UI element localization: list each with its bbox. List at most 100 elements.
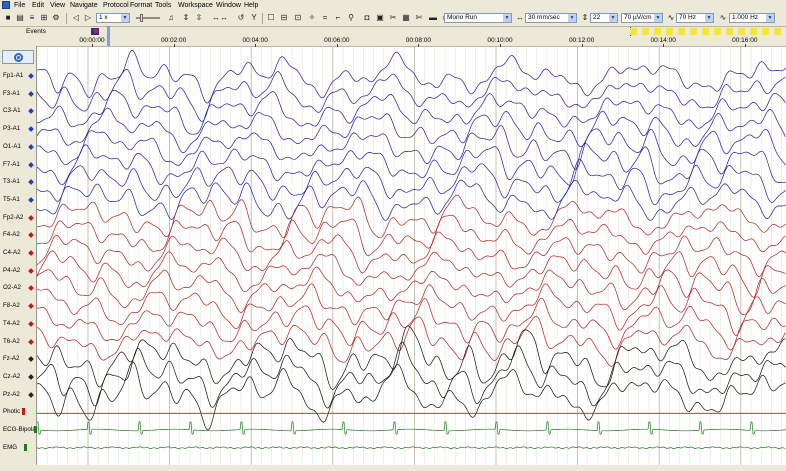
- page-icon[interactable]: ⊡: [294, 13, 302, 22]
- speed-slider-track[interactable]: [136, 17, 160, 19]
- channel-label-photic[interactable]: Photic: [3, 408, 21, 416]
- channel-label-o2-a2[interactable]: O2-A2: [3, 284, 21, 292]
- channel-label-f7-a1[interactable]: F7-A1: [3, 160, 20, 168]
- channel-label-t6-a2[interactable]: T6-A2: [3, 337, 20, 345]
- range-icon[interactable]: ⇳: [195, 13, 203, 22]
- channel-label-p3-a1[interactable]: P3-A1: [3, 125, 21, 133]
- spike-icon[interactable]: ⌐: [335, 13, 341, 22]
- sensitivity-value: 70 µV/cm: [624, 14, 652, 21]
- sensitivity-icon[interactable]: ⇕: [182, 13, 190, 22]
- time-tick-label: 00:04:00: [242, 37, 268, 44]
- marker-icon[interactable]: ✧: [308, 13, 316, 22]
- channels-icon: ⇕: [581, 13, 589, 22]
- event-flag-icon[interactable]: [91, 28, 99, 35]
- trace-p4-a2: [37, 250, 786, 298]
- menu-item-file[interactable]: File: [14, 2, 26, 9]
- trace-ecg-bipolar: [37, 421, 786, 435]
- montage-button[interactable]: [2, 50, 34, 64]
- events-label: Events: [26, 28, 46, 35]
- channel-label-cz-a2[interactable]: Cz-A2: [3, 372, 21, 380]
- channel-label-p4-a2[interactable]: P4-A2: [3, 266, 21, 274]
- edit-icon[interactable]: ☐: [267, 13, 275, 22]
- sensitivity-select[interactable]: 70 µV/cm ▼: [621, 13, 663, 23]
- timebase-icon[interactable]: ↔↔: [212, 13, 228, 22]
- trace-fp2-a2: [37, 194, 786, 239]
- channel-label-pz-a2[interactable]: Pz-A2: [3, 390, 20, 398]
- video-icon[interactable]: ▣: [376, 13, 384, 22]
- channel-label-c3-a1[interactable]: C3-A1: [3, 107, 21, 115]
- time-tick-mark: [663, 44, 665, 47]
- channel-label-f8-a2[interactable]: F8-A2: [3, 302, 20, 310]
- playback-speed-select[interactable]: 1 x ▼: [96, 13, 130, 23]
- time-tick-label: 00:10:00: [487, 37, 513, 44]
- channel-label-fp1-a1[interactable]: Fp1-A1: [3, 72, 24, 79]
- settings-icon[interactable]: ⚙: [52, 13, 60, 22]
- montage-icon[interactable]: ⊟: [280, 13, 288, 22]
- trace-t5-a1: [37, 179, 786, 221]
- camera-icon[interactable]: ◘: [364, 13, 370, 22]
- next-icon[interactable]: ▷: [84, 13, 92, 22]
- channel-label-f4-a2[interactable]: F4-A2: [3, 231, 20, 239]
- run-mode-select[interactable]: Mono Run ▼: [444, 13, 512, 23]
- timeline-bar[interactable]: [0, 36, 786, 47]
- high-filter-icon: ∿: [667, 13, 675, 22]
- time-tick-label: 00:12:00: [568, 37, 595, 44]
- line-icon[interactable]: =: [322, 13, 328, 22]
- channel-marker-icon: [24, 443, 27, 451]
- trace-f8-a2: [37, 283, 786, 337]
- channel-label-f3-a1[interactable]: F3-A1: [3, 89, 20, 97]
- timebase-icon-small: ↔: [516, 13, 524, 22]
- zoom-icon[interactable]: ⊞: [40, 13, 48, 22]
- trace-o2-a2: [37, 266, 786, 315]
- channel-label-emg[interactable]: EMG: [3, 443, 18, 451]
- prev-icon[interactable]: ◁: [72, 13, 80, 22]
- menu-item-protocol[interactable]: Protocol: [103, 2, 129, 9]
- print-icon[interactable]: ▤: [16, 13, 24, 22]
- channel-label-t3-a1[interactable]: T3-A1: [3, 178, 20, 186]
- note-icon[interactable]: ♫: [168, 13, 174, 22]
- undo-icon[interactable]: ↺: [237, 13, 245, 22]
- tools-icon[interactable]: ✂: [389, 13, 397, 22]
- speed-slider-thumb[interactable]: [140, 14, 143, 22]
- channel-label-o1-a1[interactable]: O1-A1: [3, 142, 21, 150]
- channel-marker-icon: [22, 408, 25, 416]
- channel-label-c4-a2[interactable]: C4-A2: [3, 249, 21, 256]
- filter-icon[interactable]: Y: [251, 13, 257, 22]
- channels-select[interactable]: 22 ▼: [590, 13, 618, 23]
- trace-t4-a2: [37, 297, 786, 351]
- menu-item-window[interactable]: Window: [216, 2, 241, 9]
- channel-label-t5-a1[interactable]: T5-A1: [3, 195, 20, 203]
- timebase-value: 30 mm/sec: [528, 14, 560, 21]
- playback-speed-value: 1 x: [99, 14, 108, 21]
- time-tick-mark: [500, 44, 501, 47]
- menu-item-edit[interactable]: Edit: [32, 2, 45, 9]
- channel-label-fp2-a2[interactable]: Fp2-A2: [3, 213, 24, 221]
- list-icon[interactable]: ≡: [29, 13, 35, 22]
- channel-marker-icon: [34, 426, 37, 433]
- menu-item-workspace[interactable]: Workspace: [178, 2, 213, 9]
- channel-label-ecg-bipolar[interactable]: ECG-Bipolar: [3, 426, 38, 433]
- menu-item-navigate[interactable]: Navigate: [70, 2, 98, 9]
- event-strip[interactable]: [630, 28, 786, 35]
- save-icon[interactable]: ■: [5, 13, 11, 22]
- cut-icon[interactable]: ✄: [415, 13, 423, 22]
- eeg-trace-panel[interactable]: [37, 46, 786, 465]
- menu-item-tools[interactable]: Tools: [155, 2, 172, 9]
- trace-c3-a1: [37, 89, 786, 135]
- timebase-select[interactable]: 30 mm/sec ▼: [525, 13, 577, 23]
- menu-item-view[interactable]: View: [50, 2, 66, 9]
- search-icon[interactable]: ⚲: [348, 13, 354, 22]
- menu-item-help[interactable]: Help: [244, 2, 259, 9]
- timeline-cursor[interactable]: [107, 26, 110, 46]
- display-icon[interactable]: ▬: [429, 13, 437, 22]
- low-filter-select[interactable]: 1.000 Hz ▼: [729, 13, 775, 23]
- low-filter-icon: ∿: [719, 13, 727, 22]
- time-tick-label: 00:14:00: [650, 37, 676, 44]
- channel-label-t4-a2[interactable]: T4-A2: [3, 319, 20, 327]
- status-bar: [0, 465, 786, 471]
- toolbar-separator: [66, 13, 67, 24]
- high-filter-select[interactable]: 70 Hz ▼: [676, 13, 714, 23]
- menu-item-format[interactable]: Format: [130, 2, 153, 9]
- calc-icon[interactable]: ▦: [402, 13, 410, 22]
- channel-label-fz-a2[interactable]: Fz-A2: [3, 355, 20, 363]
